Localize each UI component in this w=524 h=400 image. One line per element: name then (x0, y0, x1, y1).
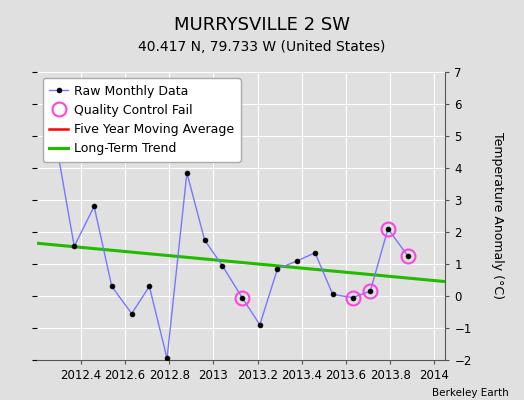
Raw Monthly Data (164, 356, 170, 361)
Raw Monthly Data (257, 322, 263, 327)
Raw Monthly Data (330, 292, 336, 297)
Quality Control Fail (405, 254, 411, 258)
Quality Control Fail (350, 295, 356, 300)
Raw Monthly Data (219, 263, 225, 268)
Text: MURRYSVILLE 2 SW: MURRYSVILLE 2 SW (174, 16, 350, 34)
Raw Monthly Data (294, 258, 301, 263)
Raw Monthly Data (405, 254, 411, 258)
Raw Monthly Data (312, 250, 318, 255)
Line: Raw Monthly Data: Raw Monthly Data (54, 143, 410, 361)
Text: 40.417 N, 79.733 W (United States): 40.417 N, 79.733 W (United States) (138, 40, 386, 54)
Quality Control Fail (239, 295, 245, 300)
Raw Monthly Data (128, 311, 135, 316)
Y-axis label: Temperature Anomaly (°C): Temperature Anomaly (°C) (491, 132, 504, 300)
Legend: Raw Monthly Data, Quality Control Fail, Five Year Moving Average, Long-Term Tren: Raw Monthly Data, Quality Control Fail, … (43, 78, 241, 162)
Raw Monthly Data (275, 266, 281, 271)
Raw Monthly Data (184, 170, 190, 175)
Raw Monthly Data (53, 143, 60, 148)
Raw Monthly Data (367, 289, 374, 294)
Quality Control Fail (367, 289, 374, 294)
Raw Monthly Data (71, 244, 78, 249)
Line: Quality Control Fail: Quality Control Fail (235, 222, 415, 304)
Raw Monthly Data (201, 238, 208, 242)
Raw Monthly Data (350, 295, 356, 300)
Text: Berkeley Earth: Berkeley Earth (432, 388, 508, 398)
Raw Monthly Data (239, 295, 245, 300)
Raw Monthly Data (108, 284, 115, 289)
Raw Monthly Data (91, 204, 97, 209)
Raw Monthly Data (146, 284, 152, 289)
Quality Control Fail (385, 226, 391, 231)
Raw Monthly Data (385, 226, 391, 231)
